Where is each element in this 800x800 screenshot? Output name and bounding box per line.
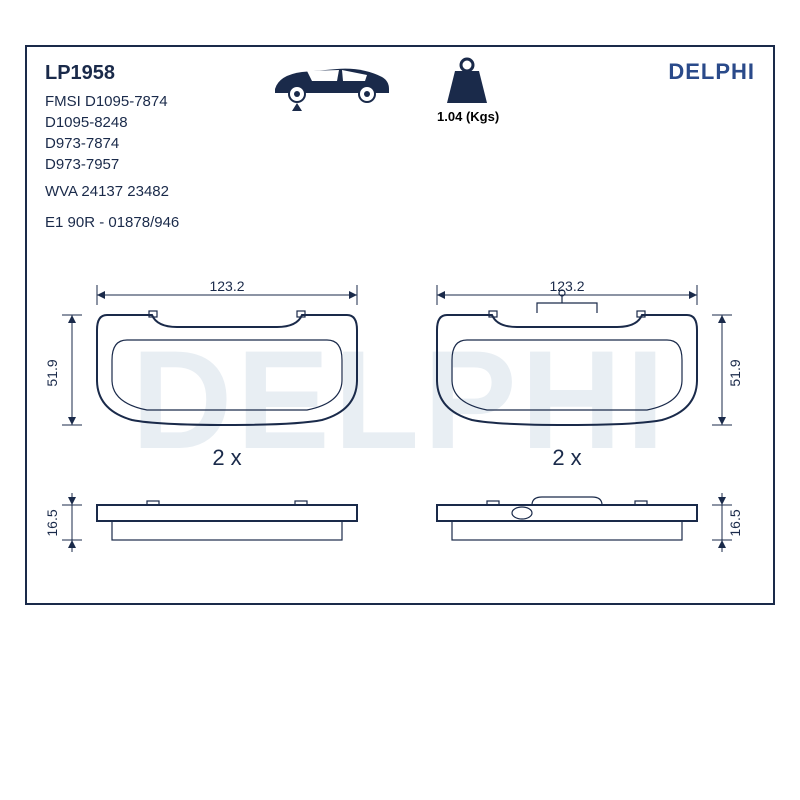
spec-frame: LP1958 FMSI D1095-7874 D1095-8248 D973-7… xyxy=(25,45,775,605)
weight-unit: (Kgs) xyxy=(466,109,499,124)
part-number: LP1958 xyxy=(45,59,179,87)
fmsi-code-2: D973-7874 xyxy=(45,133,179,154)
car-icon xyxy=(267,57,397,117)
weight-value: 1.04 xyxy=(437,109,462,124)
weight-icon xyxy=(437,57,497,107)
qty-left: 2 x xyxy=(212,445,241,470)
brake-pad-diagram: 123.2 51.9 2 x xyxy=(27,255,777,615)
dim-thick-left: 16.5 xyxy=(44,509,60,536)
wva-code: WVA 24137 23482 xyxy=(45,181,179,202)
brand-logo: DELPHI xyxy=(668,59,755,233)
center-icons: 1.04 (Kgs) xyxy=(267,57,499,124)
dim-width-left: 123.2 xyxy=(209,278,244,294)
fmsi-code-0: FMSI D1095-7874 xyxy=(45,91,179,112)
part-info: LP1958 FMSI D1095-7874 D1095-8248 D973-7… xyxy=(45,59,179,233)
fmsi-code-1: D1095-8248 xyxy=(45,112,179,133)
dim-width-right: 123.2 xyxy=(549,278,584,294)
weight-label: 1.04 (Kgs) xyxy=(437,109,499,124)
dim-height-right: 51.9 xyxy=(727,359,743,386)
approval-code: E1 90R - 01878/946 xyxy=(45,212,179,233)
weight-block: 1.04 (Kgs) xyxy=(437,57,499,124)
dim-height-left: 51.9 xyxy=(44,359,60,386)
header-row: LP1958 FMSI D1095-7874 D1095-8248 D973-7… xyxy=(27,47,773,245)
fmsi-code-3: D973-7957 xyxy=(45,154,179,175)
qty-right: 2 x xyxy=(552,445,581,470)
dim-thick-right: 16.5 xyxy=(727,509,743,536)
diagram-area: 123.2 51.9 2 x xyxy=(27,255,773,615)
